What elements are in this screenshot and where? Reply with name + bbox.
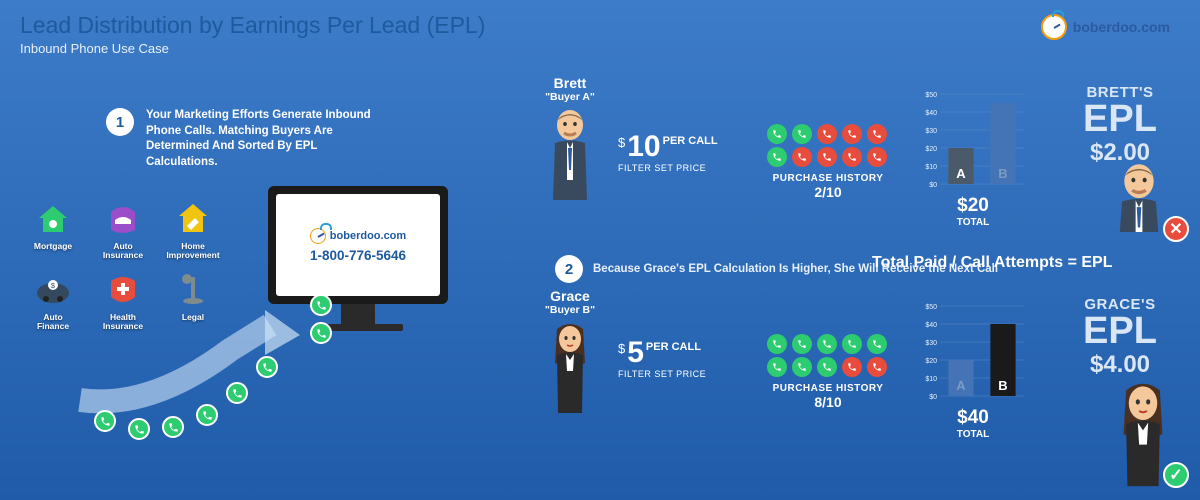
brett-avatar-small: [1108, 162, 1170, 237]
brett-price: $10 PER CALL FILTER SET PRICE: [618, 132, 738, 173]
phone-icon: [310, 294, 332, 316]
history-dot: [842, 357, 862, 377]
history-dot: [817, 147, 837, 167]
step-2-badge: 2: [555, 255, 583, 283]
svg-text:$: $: [51, 283, 55, 290]
avatar-brett-icon: [543, 108, 597, 200]
phone-icon: [256, 356, 278, 378]
svg-text:$10: $10: [925, 164, 937, 171]
svg-text:B: B: [998, 378, 1007, 393]
category-legal: Legal: [162, 269, 224, 332]
brett-epl: BRETT'S EPL $2.00: [1055, 84, 1185, 167]
logo-icon: [310, 228, 326, 244]
history-dot: [817, 334, 837, 354]
logo-icon: [1041, 14, 1067, 40]
category-health-insurance: HealthInsurance: [92, 269, 154, 332]
history-dot: [767, 124, 787, 144]
grace-chart: $0$10$20$30$40$50AB $40 TOTAL: [918, 300, 1028, 420]
header: Lead Distribution by Earnings Per Lead (…: [0, 0, 1200, 60]
phone-icon: [310, 322, 332, 344]
svg-text:A: A: [956, 378, 966, 393]
history-dot: [867, 334, 887, 354]
category-auto-insurance: AutoInsurance: [92, 198, 154, 261]
svg-text:$40: $40: [925, 110, 937, 117]
epl-formula: Total Paid / Call Attempts = EPL: [872, 254, 1112, 272]
monitor-brand: boberdoo.com: [310, 228, 406, 244]
history-dot: [867, 147, 887, 167]
svg-text:$10: $10: [925, 376, 937, 383]
history-dot: [817, 124, 837, 144]
history-dot: [867, 124, 887, 144]
history-dot: [767, 334, 787, 354]
history-dot: [867, 357, 887, 377]
category-home-improvement: HomeImprovement: [162, 198, 224, 261]
svg-text:$30: $30: [925, 128, 937, 135]
brett-result-x-icon: ✕: [1163, 216, 1189, 242]
step-1-text: Your Marketing Efforts Generate Inbound …: [146, 108, 386, 170]
svg-text:$20: $20: [925, 358, 937, 365]
grace-history: PURCHASE HISTORY 8/10: [758, 334, 898, 410]
phone-icon: [94, 410, 116, 432]
history-dot: [792, 357, 812, 377]
history-dot: [792, 124, 812, 144]
svg-text:$0: $0: [929, 394, 937, 400]
person-grace: Grace "Buyer B": [540, 288, 600, 418]
history-dot: [842, 124, 862, 144]
phone-icon: [196, 404, 218, 426]
grace-result-check-icon: ✓: [1163, 462, 1189, 488]
history-dot: [767, 357, 787, 377]
svg-text:$30: $30: [925, 340, 937, 347]
phone-icon: [226, 382, 248, 404]
category-icons: MortgageAutoInsuranceHomeImprovement $Aut…: [22, 198, 224, 331]
brand-text: boberdoo.com: [1073, 19, 1170, 35]
history-dot: [792, 334, 812, 354]
avatar-grace-icon: [543, 321, 597, 413]
step-1: 1 Your Marketing Efforts Generate Inboun…: [106, 108, 386, 170]
phone-icon: [128, 418, 150, 440]
svg-text:$50: $50: [925, 304, 937, 311]
grace-price: $5 PER CALL FILTER SET PRICE: [618, 338, 738, 379]
person-brett: Brett "Buyer A": [540, 75, 600, 205]
history-dot: [792, 147, 812, 167]
monitor-phone: 1-800-776-5646: [310, 248, 406, 263]
svg-text:$0: $0: [929, 182, 937, 188]
page-title: Lead Distribution by Earnings Per Lead (…: [20, 12, 1180, 39]
history-dot: [842, 147, 862, 167]
svg-text:A: A: [956, 166, 966, 181]
grace-epl: GRACE'S EPL $4.00: [1055, 296, 1185, 379]
page-subtitle: Inbound Phone Use Case: [20, 41, 1180, 56]
avatar-brett-icon: [1108, 162, 1170, 232]
step-1-badge: 1: [106, 108, 134, 136]
category-auto-finance: $AutoFinance: [22, 269, 84, 332]
history-dot: [767, 147, 787, 167]
svg-text:$40: $40: [925, 322, 937, 329]
brett-chart: $0$10$20$30$40$50AB $20 TOTAL: [918, 88, 1028, 208]
svg-text:$20: $20: [925, 146, 937, 153]
svg-text:$50: $50: [925, 92, 937, 99]
history-dot: [842, 334, 862, 354]
brand-logo: boberdoo.com: [1041, 14, 1170, 40]
history-dot: [817, 357, 837, 377]
category-mortgage: Mortgage: [22, 198, 84, 261]
brett-history: PURCHASE HISTORY 2/10: [758, 124, 898, 200]
svg-text:B: B: [998, 166, 1007, 181]
monitor-graphic: boberdoo.com 1-800-776-5646: [268, 186, 448, 336]
phone-icon: [162, 416, 184, 438]
